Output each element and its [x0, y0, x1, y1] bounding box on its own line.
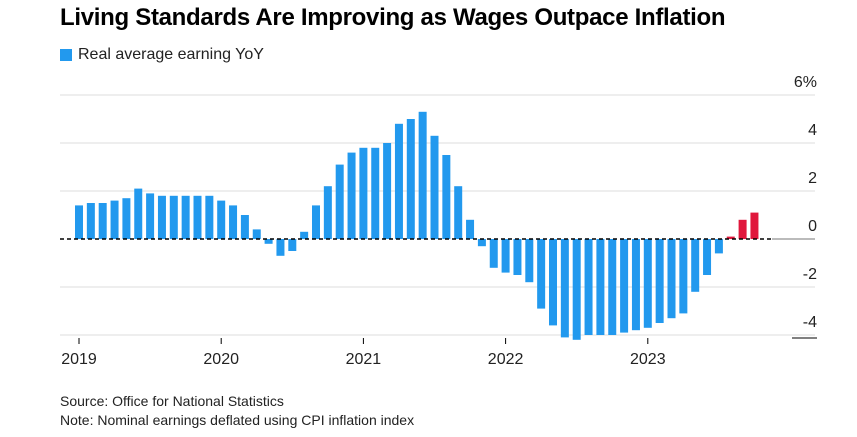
bar: [359, 147, 368, 239]
bar: [229, 205, 238, 239]
bar: [679, 239, 688, 314]
bar: [217, 200, 226, 239]
bar: [169, 195, 178, 239]
bar: [489, 239, 498, 268]
bar: [620, 239, 629, 333]
bar: [418, 111, 427, 239]
bar: [726, 236, 735, 239]
bar: [738, 219, 747, 239]
bar: [513, 239, 522, 275]
bar: [655, 239, 664, 323]
bar: [347, 152, 356, 239]
chart-plot: 6% 4 2 0 -2 -4 2019 2020 2021 2022 2023: [60, 74, 817, 368]
bar: [584, 239, 593, 335]
bar: [608, 239, 617, 335]
bar: [122, 198, 131, 239]
bar: [501, 239, 510, 273]
bar: [549, 239, 557, 326]
bar: [667, 239, 676, 319]
methodology-note: Note: Nominal earnings deflated using CP…: [60, 412, 415, 428]
bar: [146, 193, 155, 239]
bar: [110, 200, 119, 239]
bar: [750, 212, 759, 239]
legend: Real average earning YoY: [60, 46, 264, 64]
source-note: Source: Office for National Statistics: [60, 393, 284, 409]
bar: [596, 239, 605, 335]
bar: [572, 239, 581, 340]
bar: [442, 155, 451, 239]
bar: [383, 143, 392, 239]
bar: [371, 147, 380, 239]
bar: [394, 123, 403, 239]
bar: [193, 195, 202, 239]
bar: [205, 195, 214, 239]
y-tick-label: 4: [808, 122, 817, 139]
bar: [703, 239, 712, 275]
bar: [691, 239, 700, 292]
y-tick-label: 0: [808, 218, 817, 235]
x-tick-label: 2020: [203, 351, 239, 368]
bar: [335, 164, 344, 239]
x-tick-label: 2019: [61, 351, 97, 368]
bar: [643, 239, 652, 328]
x-tick-label: 2021: [346, 351, 382, 368]
bar: [537, 239, 546, 309]
axes: [60, 238, 817, 344]
legend-swatch: [60, 49, 72, 61]
bar: [631, 239, 640, 331]
bar: [466, 219, 475, 239]
bars: [75, 111, 759, 340]
bar: [240, 215, 249, 239]
bar: [560, 239, 569, 338]
bar: [525, 239, 534, 283]
bar: [98, 203, 107, 239]
chart-title: Living Standards Are Improving as Wages …: [60, 4, 726, 31]
bar: [276, 239, 285, 256]
y-tick-label: 6%: [794, 74, 817, 91]
x-tick-label: 2022: [488, 351, 524, 368]
bar: [157, 195, 166, 239]
bar: [288, 239, 297, 251]
bar: [134, 188, 143, 239]
x-tick-label: 2023: [630, 351, 666, 368]
legend-label: Real average earning YoY: [78, 46, 264, 63]
bar: [86, 203, 95, 239]
bar: [252, 229, 261, 239]
bar: [181, 195, 190, 239]
bar: [300, 231, 309, 239]
bar: [454, 186, 463, 239]
y-tick-label: -2: [803, 266, 817, 283]
bar: [714, 239, 723, 254]
bar: [430, 135, 439, 239]
bar: [477, 239, 486, 247]
bar: [323, 186, 332, 239]
y-tick-label: 2: [808, 170, 817, 187]
bar: [264, 239, 273, 244]
tick-labels: 6% 4 2 0 -2 -4 2019 2020 2021 2022 2023: [61, 74, 817, 368]
bar: [312, 205, 320, 239]
bar: [75, 205, 83, 239]
y-tick-label: -4: [803, 314, 817, 331]
bar: [406, 119, 415, 239]
